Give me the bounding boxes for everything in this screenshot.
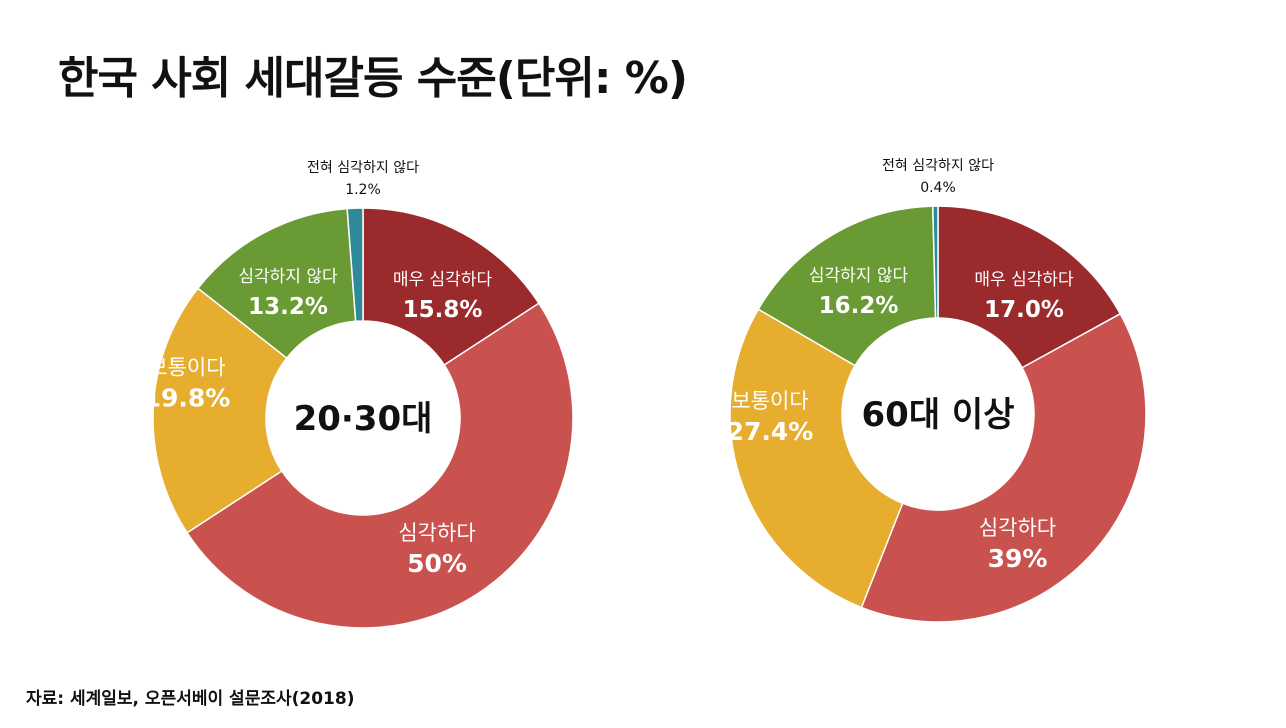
slice-normal xyxy=(152,287,288,534)
slice-label-name: 전혀 심각하지 않다 xyxy=(882,158,994,174)
slice-label-name: 전혀 심각하지 않다 xyxy=(307,160,419,176)
slice-label-name: 심각하다 xyxy=(979,516,1056,540)
slice-label-name: 보통이다 xyxy=(731,389,808,413)
page-title: 한국 사회 세대갈등 수준(단위: %) xyxy=(58,53,688,104)
slice-label-value: 15.8% xyxy=(403,297,483,323)
slice-normal xyxy=(729,308,904,609)
slice-label-name: 매우 심각하다 xyxy=(393,270,493,290)
slice-label-value: 1.2% xyxy=(345,182,381,198)
source-note: 자료: 세계일보, 오픈서베이 설문조사(2018) xyxy=(26,689,355,709)
slice-not-at-all xyxy=(346,207,364,323)
slice-label-value: 16.2% xyxy=(819,293,899,319)
slice-very-serious xyxy=(937,205,1122,369)
donut-chart-2: 매우 심각하다 17.0% 심각하다 39% 보통이다 27.4% 심각하지 않다 16.2%… xyxy=(727,158,1147,623)
slice-label-name: 심각하지 않다 xyxy=(238,267,338,287)
slice-label-value: 13.2% xyxy=(248,294,328,320)
slice-label-name: 보통이다 xyxy=(148,356,225,380)
slice-not-serious xyxy=(196,207,357,360)
slice-label-value: 17.0% xyxy=(984,297,1064,323)
slice-label-name: 심각하지 않다 xyxy=(809,266,909,286)
slice-label-value: 0.4% xyxy=(920,180,956,196)
donut-chart-1: 매우 심각하다 15.8% 심각하다 50% 보통이다 19.8% 심각하지 않다 13.2%… xyxy=(144,160,574,629)
slice-not-serious xyxy=(757,205,937,367)
slice-label-value: 50% xyxy=(407,549,467,578)
slice-label-value: 39% xyxy=(988,544,1048,573)
center-label: 20·30대 xyxy=(294,399,433,439)
slice-serious xyxy=(186,302,574,629)
slice-serious xyxy=(860,312,1147,623)
slice-label-name: 매우 심각하다 xyxy=(974,270,1074,290)
slice-label-name: 심각하다 xyxy=(398,521,475,545)
slice-very-serious xyxy=(362,207,540,367)
slice-label-value: 19.8% xyxy=(144,384,231,413)
slice-label-value: 27.4% xyxy=(727,417,814,446)
center-label: 60대 이상 xyxy=(862,395,1015,435)
slice-not-at-all xyxy=(932,205,939,319)
